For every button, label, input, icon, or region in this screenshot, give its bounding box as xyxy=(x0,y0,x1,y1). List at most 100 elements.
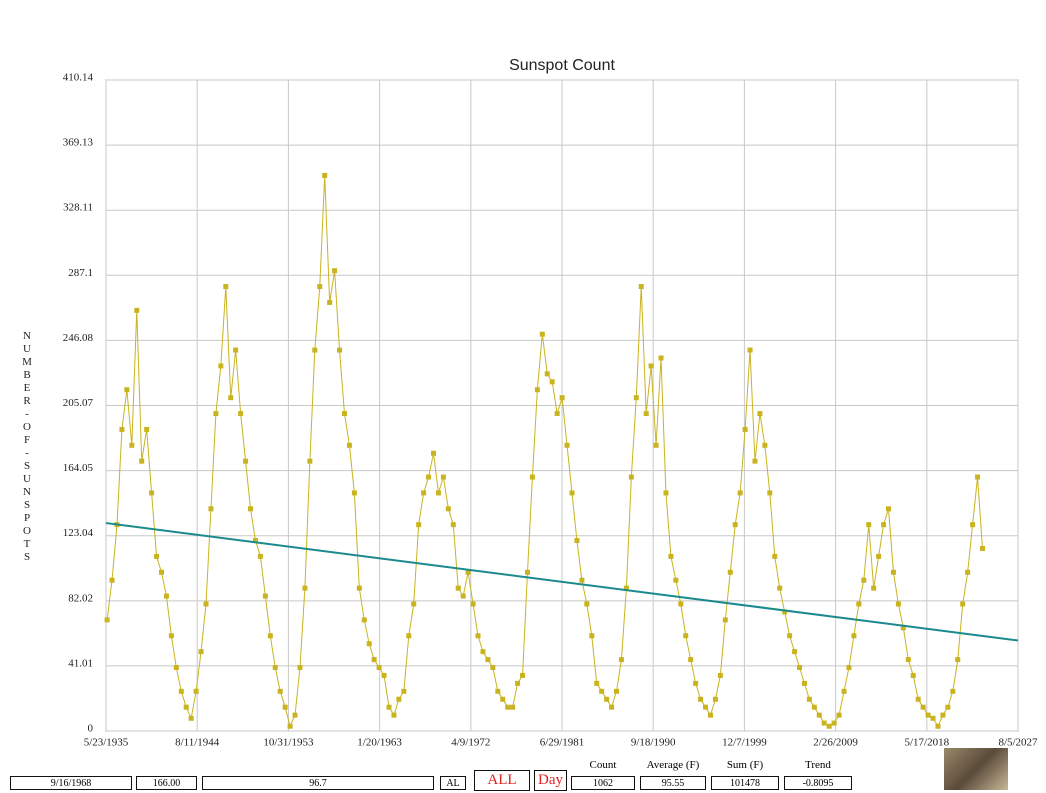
thumbnail-image[interactable] xyxy=(944,748,1008,790)
data-point xyxy=(362,617,367,622)
data-point xyxy=(609,705,614,710)
data-point xyxy=(668,554,673,559)
data-point xyxy=(540,332,545,337)
average-label: Average (F) xyxy=(640,759,706,771)
data-point xyxy=(189,716,194,721)
data-point xyxy=(204,602,209,607)
sum-label: Sum (F) xyxy=(711,759,779,771)
data-point xyxy=(649,363,654,368)
data-point xyxy=(935,724,940,729)
data-point xyxy=(347,443,352,448)
data-point xyxy=(579,578,584,583)
data-point xyxy=(555,411,560,416)
data-point xyxy=(337,348,342,353)
data-point xyxy=(931,716,936,721)
data-point xyxy=(906,657,911,662)
data-point xyxy=(129,443,134,448)
data-point xyxy=(283,705,288,710)
y-tick-label: 205.07 xyxy=(63,397,94,409)
data-point xyxy=(728,570,733,575)
data-point xyxy=(550,379,555,384)
data-point xyxy=(698,697,703,702)
data-point xyxy=(574,538,579,543)
x-tick-label: 8/11/1944 xyxy=(175,737,220,749)
data-point xyxy=(396,697,401,702)
y-tick-label: 287.1 xyxy=(68,267,93,279)
data-point xyxy=(149,490,154,495)
data-point xyxy=(530,475,535,480)
data-point xyxy=(119,427,124,432)
data-point xyxy=(856,602,861,607)
data-point xyxy=(500,697,505,702)
data-point xyxy=(105,617,110,622)
data-point xyxy=(975,475,980,480)
data-point xyxy=(273,665,278,670)
data-point xyxy=(817,713,822,718)
period-button[interactable]: Day xyxy=(534,770,567,791)
data-point xyxy=(288,724,293,729)
data-point xyxy=(560,395,565,400)
code-field: AL xyxy=(440,776,466,790)
data-point xyxy=(199,649,204,654)
data-point xyxy=(139,459,144,464)
chart: Sunspot Count NUMBER-OF-SUNSPOTS 041.018… xyxy=(0,0,1046,793)
data-point xyxy=(950,689,955,694)
smoothed-field: 96.7 xyxy=(202,776,434,790)
data-point xyxy=(258,554,263,559)
data-point xyxy=(307,459,312,464)
data-point xyxy=(431,451,436,456)
data-point xyxy=(342,411,347,416)
data-point xyxy=(228,395,233,400)
data-point xyxy=(916,697,921,702)
data-point xyxy=(767,490,772,495)
data-point xyxy=(589,633,594,638)
data-point xyxy=(382,673,387,678)
data-point xyxy=(891,570,896,575)
data-point xyxy=(545,371,550,376)
data-point xyxy=(832,721,837,726)
data-point xyxy=(179,689,184,694)
data-point xyxy=(921,705,926,710)
data-point xyxy=(594,681,599,686)
data-point xyxy=(911,673,916,678)
data-point xyxy=(144,427,149,432)
data-point xyxy=(614,689,619,694)
data-point xyxy=(441,475,446,480)
data-point xyxy=(797,665,802,670)
data-point xyxy=(322,173,327,178)
data-point xyxy=(663,490,668,495)
y-tick-label: 0 xyxy=(88,723,94,735)
y-tick-label: 41.01 xyxy=(68,657,93,669)
range-button[interactable]: ALL xyxy=(474,770,530,791)
y-tick-label: 82.02 xyxy=(68,592,93,604)
data-point xyxy=(411,602,416,607)
data-point xyxy=(406,633,411,638)
data-point xyxy=(708,713,713,718)
data-point xyxy=(762,443,767,448)
average-field: 95.55 xyxy=(640,776,706,790)
x-tick-label: 10/31/1953 xyxy=(263,737,314,749)
trend-field: -0.8095 xyxy=(784,776,852,790)
data-point xyxy=(471,602,476,607)
data-point xyxy=(752,459,757,464)
y-axis-label: NUMBER-OF-SUNSPOTS xyxy=(21,330,33,564)
data-point xyxy=(164,594,169,599)
data-point xyxy=(673,578,678,583)
data-point xyxy=(748,348,753,353)
sum-field: 101478 xyxy=(711,776,779,790)
data-point xyxy=(965,570,970,575)
data-point xyxy=(297,665,302,670)
data-point xyxy=(515,681,520,686)
data-point xyxy=(970,522,975,527)
data-point xyxy=(169,633,174,638)
data-point xyxy=(733,522,738,527)
page: Sunspot Count NUMBER-OF-SUNSPOTS 041.018… xyxy=(0,0,1046,793)
data-point xyxy=(218,363,223,368)
data-point xyxy=(886,506,891,511)
data-point xyxy=(945,705,950,710)
x-tick-label: 8/5/2027 xyxy=(998,737,1038,749)
x-tick-label: 9/18/1990 xyxy=(631,737,676,749)
data-point xyxy=(644,411,649,416)
data-point xyxy=(871,586,876,591)
data-point xyxy=(456,586,461,591)
